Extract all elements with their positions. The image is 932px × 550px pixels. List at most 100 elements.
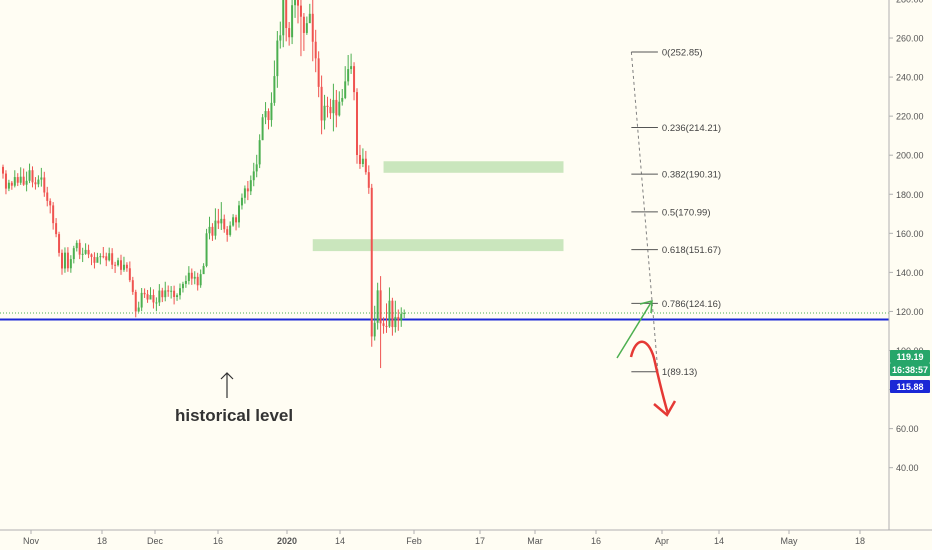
candle-body — [308, 13, 311, 24]
candle-body — [117, 260, 120, 266]
fib-level-label: 0.236(214.21) — [662, 123, 721, 134]
candle-body — [223, 218, 226, 230]
candle-body — [34, 182, 37, 185]
candle-body — [131, 280, 134, 292]
candle-body — [179, 288, 181, 296]
candle-body — [149, 295, 152, 300]
time-axis: Nov 18 Dec 16 2020 14 Feb 17 Mar 16 Apr 14 May 18 — [0, 529, 932, 546]
candle — [326, 96, 329, 118]
candle — [314, 29, 317, 73]
candle — [353, 62, 356, 101]
candle-body — [167, 290, 170, 292]
candle-body — [341, 97, 344, 102]
candle-body — [311, 13, 314, 42]
candle-body — [361, 158, 364, 164]
candle — [282, 0, 285, 48]
candle-body — [2, 166, 4, 174]
candle-body — [87, 249, 90, 255]
candle — [146, 289, 149, 303]
candle — [69, 255, 72, 273]
candle-body — [137, 307, 140, 312]
candle — [232, 214, 235, 227]
candle — [196, 272, 199, 291]
price-label-box — [890, 350, 930, 363]
time-axis-label: 18 — [97, 536, 107, 546]
candle — [229, 221, 232, 237]
candle-body — [84, 249, 87, 254]
candle-body — [4, 173, 7, 189]
candle-body — [72, 248, 75, 260]
candle-body — [264, 111, 267, 118]
price-label-text: 119.19 — [896, 352, 923, 362]
candle — [361, 148, 364, 168]
candle — [299, 0, 302, 57]
projection-arrows — [616, 300, 677, 417]
candle — [388, 287, 391, 328]
candle — [276, 30, 279, 88]
candle-body — [299, 5, 302, 17]
candle — [149, 287, 152, 300]
candle — [37, 175, 40, 188]
price-label-box — [890, 363, 930, 376]
candle — [255, 154, 258, 178]
time-axis-label: Mar — [527, 536, 543, 546]
candle — [264, 102, 267, 125]
time-axis-label: 18 — [855, 536, 865, 546]
candle — [199, 269, 202, 288]
candle-body — [134, 291, 137, 312]
candle-body — [161, 290, 164, 298]
price-axis-label: 60.00 — [896, 424, 919, 434]
candle — [211, 223, 214, 241]
candle — [75, 240, 78, 252]
candle — [391, 297, 394, 336]
candle-body — [140, 292, 143, 308]
price-axis-label: 180.00 — [896, 190, 924, 200]
candle — [350, 53, 353, 74]
candle — [87, 244, 90, 259]
candle — [134, 289, 137, 318]
candle — [338, 91, 341, 117]
candle — [291, 0, 294, 45]
candle-body — [246, 188, 249, 192]
candle — [122, 256, 125, 272]
candle — [373, 305, 376, 341]
candle — [285, 0, 288, 42]
time-axis-label: May — [780, 536, 798, 546]
candle-body — [196, 276, 199, 286]
candle — [320, 75, 323, 135]
candle — [184, 275, 187, 288]
candle — [114, 261, 117, 273]
bullish-projection-arrow — [616, 300, 653, 359]
candle-body — [270, 102, 273, 121]
candle-body — [164, 290, 167, 298]
candle — [93, 252, 96, 269]
candle — [249, 175, 252, 196]
time-axis-label: Nov — [23, 536, 40, 546]
time-axis-label: 16 — [591, 536, 601, 546]
candle-body — [102, 256, 105, 258]
candle — [311, 0, 314, 62]
candle-body — [350, 66, 353, 70]
highlight-zone-0 — [383, 161, 564, 173]
candle-body — [279, 35, 282, 41]
candle-body — [214, 220, 217, 236]
candle — [341, 88, 344, 106]
candle-body — [176, 295, 179, 297]
candle-body — [155, 302, 158, 304]
candle — [43, 171, 46, 197]
candle — [49, 198, 52, 214]
candle-body — [187, 272, 190, 281]
candle-body — [202, 265, 205, 275]
historical-level-annotation: historical level — [175, 372, 293, 425]
candle — [40, 167, 43, 187]
candle-body — [370, 187, 373, 337]
candle — [202, 263, 205, 275]
candle-body — [364, 158, 367, 173]
candle — [376, 282, 379, 330]
candle-body — [338, 101, 341, 116]
candle — [208, 216, 211, 240]
candle-body — [158, 290, 161, 303]
time-axis-label: 14 — [714, 536, 724, 546]
